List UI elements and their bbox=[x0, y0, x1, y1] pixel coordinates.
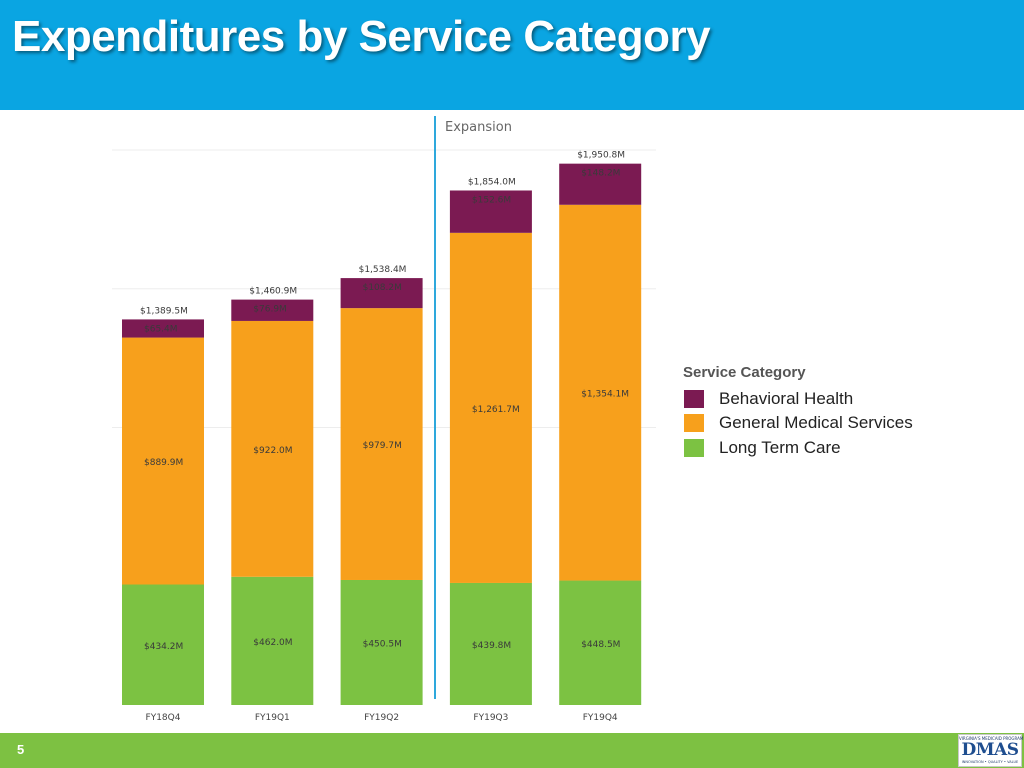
logo-tagline-bottom: INNOVATION • QUALITY • VALUE bbox=[961, 760, 1019, 764]
legend-swatch-behavioral-health bbox=[684, 390, 704, 408]
bar-general-medical-services-fy18q4 bbox=[122, 337, 204, 585]
bar-general-medical-services-fy19q4 bbox=[559, 204, 642, 581]
data-label-long-term-care-fy19q1: $462.0M bbox=[253, 638, 292, 648]
x-tick-label-fy19q1: FY19Q1 bbox=[255, 713, 290, 723]
data-label-behavioral-health-fy19q3: $152.6M bbox=[472, 195, 511, 205]
bar-behavioral-health-fy19q4 bbox=[559, 163, 642, 205]
total-label-fy19q4: $1,950.8M bbox=[577, 151, 625, 161]
bar-long-term-care-fy19q2 bbox=[340, 579, 423, 705]
data-label-long-term-care-fy19q4: $448.5M bbox=[581, 640, 620, 650]
bar-behavioral-health-fy19q3 bbox=[449, 190, 532, 233]
legend-label-general-medical-services: General Medical Services bbox=[719, 413, 913, 432]
data-label-long-term-care-fy18q4: $434.2M bbox=[144, 642, 183, 652]
bar-long-term-care-fy19q3 bbox=[449, 582, 532, 705]
logo-text: DMAS bbox=[961, 740, 1019, 760]
bar-general-medical-services-fy19q2 bbox=[340, 308, 423, 580]
data-label-general-medical-services-fy18q4: $889.9M bbox=[144, 458, 183, 468]
legend-title: Service Category bbox=[683, 364, 806, 381]
data-label-general-medical-services-fy19q2: $979.7M bbox=[363, 441, 402, 451]
legend-item-behavioral-health: Behavioral Health bbox=[684, 389, 924, 410]
logo-tagline-top: VIRGINIA'S MEDICAID PROGRAM bbox=[959, 736, 1024, 741]
bar-long-term-care-fy19q1 bbox=[231, 576, 314, 705]
bar-general-medical-services-fy19q1 bbox=[231, 320, 314, 577]
expansion-annotation: Expansion bbox=[445, 120, 512, 135]
legend-item-long-term-care: Long Term Care bbox=[684, 438, 924, 459]
bar-long-term-care-fy18q4 bbox=[122, 584, 204, 705]
x-tick-label-fy19q4: FY19Q4 bbox=[583, 713, 618, 723]
legend-swatch-long-term-care bbox=[684, 439, 704, 457]
data-label-general-medical-services-fy19q4: $1,354.1M bbox=[581, 390, 629, 400]
bar-long-term-care-fy19q4 bbox=[559, 580, 642, 705]
dmas-logo: VIRGINIA'S MEDICAID PROGRAM DMAS INNOVAT… bbox=[958, 734, 1024, 767]
footer-bar: 5 VIRGINIA'S MEDICAID PROGRAM DMAS INNOV… bbox=[0, 733, 1024, 768]
data-label-behavioral-health-fy18q4: $65.4M bbox=[144, 324, 178, 334]
chart-legend: Service Category Behavioral Health Gener… bbox=[681, 362, 926, 464]
total-label-fy18q4: $1,389.5M bbox=[140, 306, 188, 316]
bar-behavioral-health-fy19q1 bbox=[231, 299, 314, 321]
legend-label-behavioral-health: Behavioral Health bbox=[719, 389, 854, 408]
title-banner: Expenditures by Service Category bbox=[0, 0, 1024, 110]
legend-item-general-medical-services: General Medical Services bbox=[684, 413, 924, 434]
total-label-fy19q1: $1,460.9M bbox=[249, 287, 297, 297]
stacked-bar-chart: $434.2M $889.9M $65.4M $1,389.5M FY18Q4 $462.… bbox=[112, 116, 656, 723]
legend-label-long-term-care: Long Term Care bbox=[719, 438, 841, 457]
bar-behavioral-health-fy18q4 bbox=[122, 319, 204, 338]
bar-behavioral-health-fy19q2 bbox=[340, 278, 423, 309]
total-label-fy19q3: $1,854.0M bbox=[468, 177, 516, 187]
page-number: 5 bbox=[17, 742, 25, 757]
x-tick-label-fy19q2: FY19Q2 bbox=[364, 713, 399, 723]
data-label-behavioral-health-fy19q4: $148.2M bbox=[581, 169, 620, 179]
total-label-fy19q2: $1,538.4M bbox=[359, 265, 407, 275]
bar-general-medical-services-fy19q3 bbox=[449, 232, 532, 583]
data-label-long-term-care-fy19q2: $450.5M bbox=[363, 639, 402, 649]
data-label-general-medical-services-fy19q1: $922.0M bbox=[253, 446, 292, 456]
data-label-long-term-care-fy19q3: $439.8M bbox=[472, 641, 511, 651]
page-title: Expenditures by Service Category bbox=[12, 12, 711, 61]
x-tick-label-fy19q3: FY19Q3 bbox=[473, 713, 508, 723]
data-label-behavioral-health-fy19q1: $76.9M bbox=[253, 305, 287, 315]
x-tick-label-fy18q4: FY18Q4 bbox=[146, 713, 181, 723]
legend-swatch-general-medical-services bbox=[684, 414, 704, 432]
data-label-behavioral-health-fy19q2: $108.2M bbox=[363, 283, 402, 293]
data-label-general-medical-services-fy19q3: $1,261.7M bbox=[472, 405, 520, 415]
